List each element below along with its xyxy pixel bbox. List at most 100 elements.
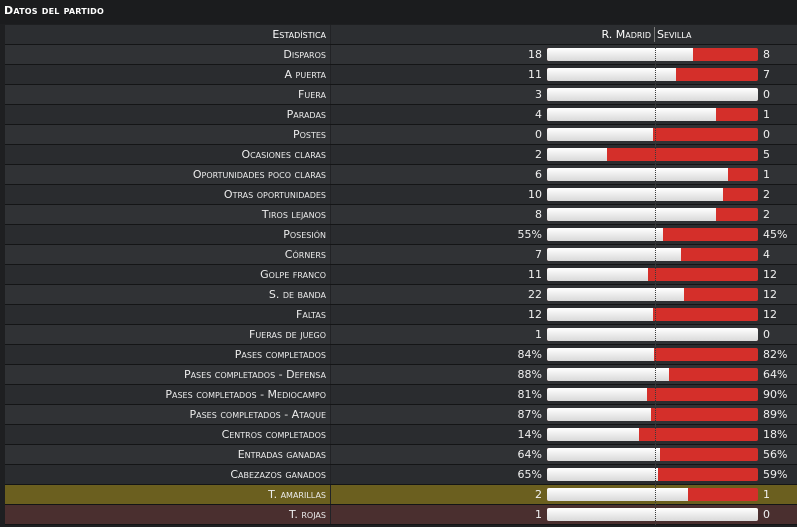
title-bar: Datos del partido	[0, 0, 797, 24]
comparison-bar	[547, 208, 758, 221]
home-bar-fill	[547, 68, 676, 81]
stat-row: Córners 7 4	[5, 245, 797, 265]
away-value: 45%	[763, 228, 788, 241]
comparison-bar	[547, 48, 758, 61]
comparison-bar	[547, 508, 758, 521]
stat-label: Entradas ganadas	[237, 448, 326, 461]
home-value: 14%	[517, 428, 542, 441]
header-label: Estadística	[272, 28, 326, 41]
stat-row: Centros completados 14% 18%	[5, 425, 797, 445]
bar-midline	[655, 485, 656, 505]
stat-row: Faltas 12 12	[5, 305, 797, 325]
home-value: 2	[535, 148, 542, 161]
home-value: 12	[528, 308, 542, 321]
stat-label: Pases completados - Ataque	[189, 408, 327, 421]
stat-label: Paradas	[286, 108, 326, 121]
home-value: 84%	[517, 348, 542, 361]
team-divider	[654, 27, 655, 42]
away-value: 2	[763, 188, 770, 201]
column-divider	[330, 45, 331, 64]
home-bar-fill	[547, 88, 758, 101]
column-divider	[330, 105, 331, 124]
home-bar-fill	[547, 348, 654, 361]
column-divider	[330, 65, 331, 84]
home-bar-fill	[547, 188, 723, 201]
stat-label: Faltas	[296, 308, 326, 321]
stat-label: Postes	[292, 128, 326, 141]
bar-midline	[655, 365, 656, 385]
home-bar-fill	[547, 168, 728, 181]
comparison-bar	[547, 168, 758, 181]
column-divider	[330, 145, 331, 164]
bar-midline	[655, 345, 656, 365]
stat-row: Fueras de juego 1 0	[5, 325, 797, 345]
home-value: 18	[528, 48, 542, 61]
stat-row: Fuera 3 0	[5, 85, 797, 105]
away-value: 1	[763, 108, 770, 121]
stat-label: Otras oportunidades	[223, 188, 326, 201]
bar-midline	[655, 405, 656, 425]
bar-midline	[655, 305, 656, 325]
bar-midline	[655, 65, 656, 85]
comparison-bar	[547, 88, 758, 101]
stat-label: Cabezazos ganados	[230, 468, 326, 481]
away-value: 1	[763, 168, 770, 181]
stat-label: Pases completados - Mediocampo	[165, 388, 326, 401]
comparison-bar	[547, 348, 758, 361]
home-bar-fill	[547, 288, 684, 301]
bar-midline	[655, 265, 656, 285]
stat-label: Disparos	[283, 48, 326, 61]
column-divider	[330, 85, 331, 104]
stat-row: Golpe franco 11 12	[5, 265, 797, 285]
stat-label: A puerta	[284, 68, 326, 81]
column-divider	[330, 425, 331, 444]
column-divider	[330, 265, 331, 284]
comparison-bar	[547, 368, 758, 381]
home-bar-fill	[547, 108, 716, 121]
stat-row: Entradas ganadas 64% 56%	[5, 445, 797, 465]
column-divider	[330, 345, 331, 364]
comparison-bar	[547, 388, 758, 401]
stat-label: Posesión	[283, 228, 326, 241]
home-value: 3	[535, 88, 542, 101]
stat-row: Pases completados - Mediocampo 81% 90%	[5, 385, 797, 405]
bar-midline	[655, 225, 656, 245]
bar-midline	[655, 465, 656, 485]
bar-midline	[655, 285, 656, 305]
stat-row: Paradas 4 1	[5, 105, 797, 125]
home-value: 55%	[517, 228, 542, 241]
away-value: 64%	[763, 368, 788, 381]
comparison-bar	[547, 188, 758, 201]
page-title: Datos del partido	[4, 4, 104, 17]
home-value: 87%	[517, 408, 542, 421]
bar-midline	[655, 325, 656, 345]
home-bar-fill	[547, 208, 716, 221]
home-value: 1	[535, 508, 542, 521]
column-divider	[330, 125, 331, 144]
home-bar-fill	[547, 328, 758, 341]
home-bar-fill	[547, 228, 664, 241]
home-bar-fill	[547, 248, 682, 261]
stat-label: T. amarillas	[268, 488, 326, 501]
column-divider	[330, 465, 331, 484]
comparison-bar	[547, 68, 758, 81]
home-value: 81%	[517, 388, 542, 401]
home-bar-fill	[547, 508, 758, 521]
comparison-bar	[547, 108, 758, 121]
home-team-name: R. Madrid	[601, 28, 651, 41]
away-value: 0	[763, 508, 770, 521]
away-value: 5	[763, 148, 770, 161]
home-value: 11	[528, 68, 542, 81]
stat-label: Fueras de juego	[249, 328, 326, 341]
away-value: 12	[763, 268, 777, 281]
home-value: 6	[535, 168, 542, 181]
bar-midline	[655, 445, 656, 465]
home-value: 1	[535, 328, 542, 341]
stat-row: Posesión 55% 45%	[5, 225, 797, 245]
away-value: 0	[763, 328, 770, 341]
bar-midline	[655, 385, 656, 405]
away-value: 90%	[763, 388, 788, 401]
column-divider	[330, 205, 331, 224]
stat-label: Oportunidades poco claras	[192, 168, 326, 181]
home-bar-fill	[547, 368, 670, 381]
